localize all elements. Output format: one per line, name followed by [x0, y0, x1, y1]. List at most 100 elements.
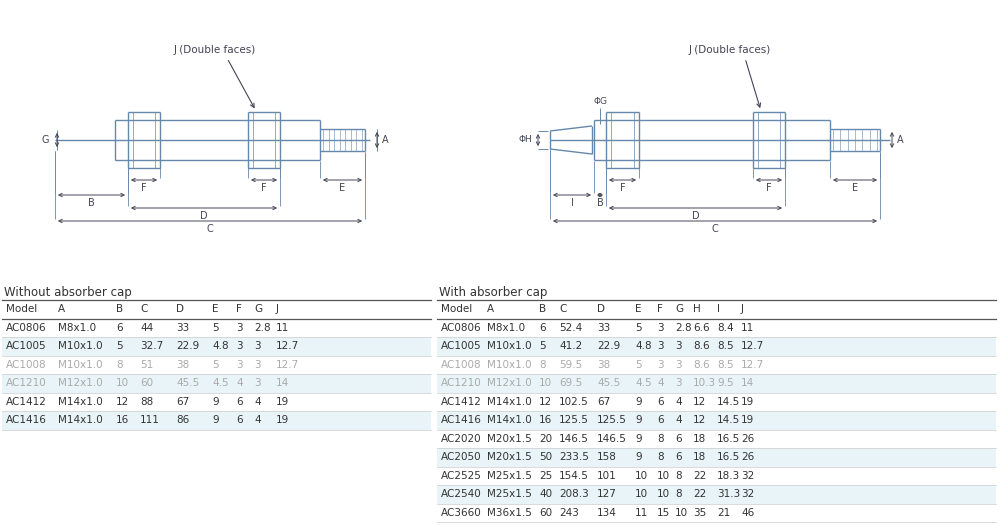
Text: 12: 12 [693, 415, 706, 425]
Text: AC0806: AC0806 [441, 323, 482, 333]
Text: F: F [620, 183, 625, 193]
Text: 10: 10 [539, 378, 552, 388]
Text: 45.5: 45.5 [176, 378, 199, 388]
Text: F: F [261, 183, 267, 193]
Text: 10.3: 10.3 [693, 378, 716, 388]
Text: 19: 19 [741, 397, 754, 407]
Text: AC1412: AC1412 [441, 397, 482, 407]
Text: B: B [539, 304, 546, 314]
Text: 9: 9 [635, 434, 642, 444]
Text: 3: 3 [657, 323, 664, 333]
Text: M14x1.0: M14x1.0 [487, 415, 532, 425]
Text: 38: 38 [176, 360, 189, 370]
Text: 6: 6 [675, 452, 682, 462]
Text: AC1005: AC1005 [6, 341, 47, 351]
Text: 10: 10 [635, 489, 648, 499]
Text: 3: 3 [675, 378, 682, 388]
Text: 67: 67 [597, 397, 610, 407]
Text: M8x1.0: M8x1.0 [487, 323, 525, 333]
Text: 8.5: 8.5 [717, 341, 734, 351]
Text: 22.9: 22.9 [176, 341, 199, 351]
Text: 60: 60 [539, 508, 552, 518]
Bar [437, 485, 996, 503]
Text: 125.5: 125.5 [597, 415, 627, 425]
Text: 19: 19 [741, 415, 754, 425]
Text: A: A [382, 135, 389, 145]
Text: 86: 86 [176, 415, 189, 425]
Text: 12: 12 [116, 397, 129, 407]
Text: M10x1.0: M10x1.0 [58, 360, 103, 370]
Text: Model: Model [6, 304, 37, 314]
Text: 10: 10 [635, 471, 648, 481]
Text: 19: 19 [276, 415, 289, 425]
Text: 12.7: 12.7 [276, 360, 299, 370]
Text: 3: 3 [657, 341, 664, 351]
Text: 3: 3 [236, 323, 243, 333]
Text: D: D [176, 304, 184, 314]
Text: C: C [140, 304, 147, 314]
Text: 101: 101 [597, 471, 617, 481]
Text: 6: 6 [657, 415, 664, 425]
Text: M10x1.0: M10x1.0 [487, 341, 532, 351]
Text: 67: 67 [176, 397, 189, 407]
Text: 3: 3 [236, 360, 243, 370]
Text: 3: 3 [675, 341, 682, 351]
Text: 3: 3 [254, 341, 261, 351]
Text: M8x1.0: M8x1.0 [58, 323, 96, 333]
Text: D: D [200, 211, 208, 221]
Text: Model: Model [441, 304, 472, 314]
Text: 60: 60 [140, 378, 153, 388]
Text: 41.2: 41.2 [559, 341, 582, 351]
Text: 20: 20 [539, 434, 552, 444]
Text: B: B [116, 304, 123, 314]
Text: 12.7: 12.7 [276, 341, 299, 351]
Text: 243: 243 [559, 508, 579, 518]
Text: B: B [597, 198, 603, 208]
Text: D: D [692, 211, 699, 221]
Text: 9: 9 [635, 415, 642, 425]
Text: 4: 4 [675, 397, 682, 407]
Text: 4.5: 4.5 [635, 378, 652, 388]
Text: M25x1.5: M25x1.5 [487, 489, 532, 499]
Text: 51: 51 [140, 360, 153, 370]
Text: 16.5: 16.5 [717, 434, 740, 444]
Text: 69.5: 69.5 [559, 378, 582, 388]
Text: 4: 4 [657, 378, 664, 388]
Text: J: J [276, 304, 279, 314]
Text: 45.5: 45.5 [597, 378, 620, 388]
Text: I: I [571, 198, 573, 208]
Text: 8.6: 8.6 [693, 360, 710, 370]
Bar [437, 337, 996, 356]
Text: 3: 3 [254, 360, 261, 370]
Bar [437, 374, 996, 392]
Text: 8: 8 [116, 360, 123, 370]
Text: 4: 4 [236, 378, 243, 388]
Text: 52.4: 52.4 [559, 323, 582, 333]
Text: 22.9: 22.9 [597, 341, 620, 351]
Text: 4: 4 [254, 397, 261, 407]
Text: M20x1.5: M20x1.5 [487, 434, 532, 444]
Text: 8.5: 8.5 [717, 360, 734, 370]
Text: 10: 10 [116, 378, 129, 388]
Text: 2.8: 2.8 [254, 323, 271, 333]
Text: 9: 9 [212, 415, 219, 425]
Text: 88: 88 [140, 397, 153, 407]
Text: M20x1.5: M20x1.5 [487, 452, 532, 462]
Text: 46: 46 [741, 508, 754, 518]
Text: AC2525: AC2525 [441, 471, 482, 481]
Text: 22: 22 [693, 471, 706, 481]
Text: J (Double faces): J (Double faces) [174, 45, 256, 55]
Text: 5: 5 [116, 341, 123, 351]
Text: C: C [559, 304, 566, 314]
Text: M12x1.0: M12x1.0 [58, 378, 103, 388]
Text: A: A [487, 304, 494, 314]
Text: 9: 9 [212, 397, 219, 407]
Text: 16: 16 [539, 415, 552, 425]
Text: J (Double faces): J (Double faces) [689, 45, 771, 55]
Text: 16: 16 [116, 415, 129, 425]
Text: 11: 11 [635, 508, 648, 518]
Text: 8: 8 [657, 452, 664, 462]
Text: ΦG: ΦG [593, 97, 607, 106]
Bar [437, 448, 996, 467]
Text: A: A [897, 135, 904, 145]
